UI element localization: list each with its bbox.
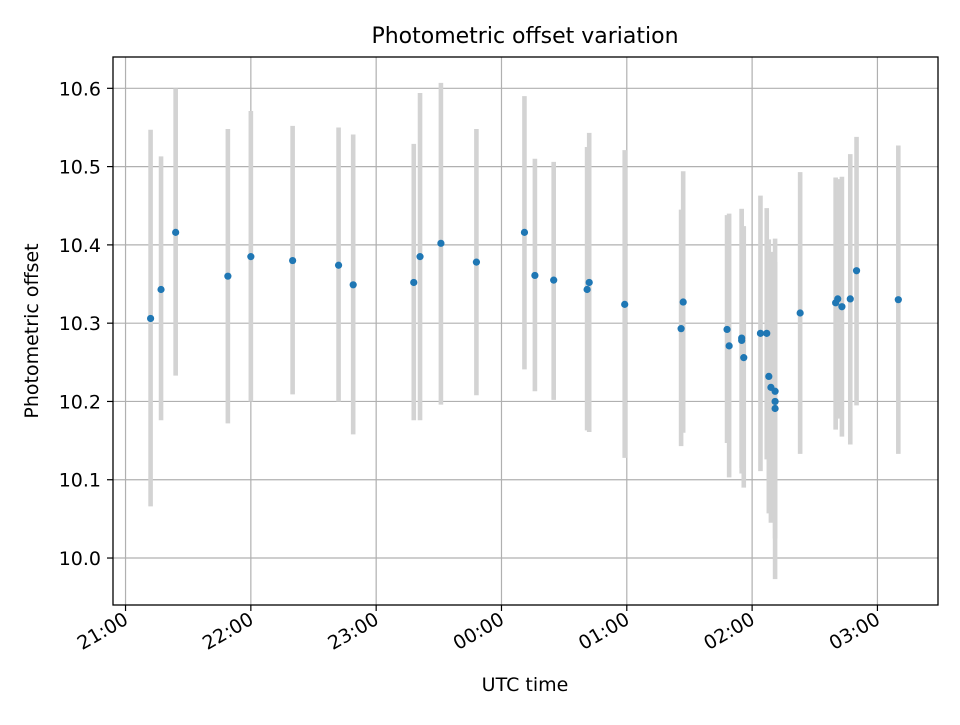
data-point bbox=[679, 298, 687, 306]
data-point bbox=[852, 267, 861, 275]
data-point bbox=[740, 354, 748, 362]
data-point bbox=[723, 325, 731, 334]
data-point bbox=[725, 342, 733, 350]
x-tick-label: 01:00 bbox=[575, 608, 633, 654]
data-point bbox=[583, 285, 591, 294]
data-point bbox=[334, 261, 343, 269]
data-point bbox=[796, 309, 804, 317]
data-point bbox=[838, 303, 846, 311]
data-point bbox=[157, 285, 165, 294]
data-point bbox=[472, 258, 481, 266]
data-point bbox=[771, 404, 779, 413]
data-point bbox=[771, 387, 779, 395]
x-tick-label: 03:00 bbox=[826, 608, 884, 654]
y-axis-label: Photometric offset bbox=[21, 243, 43, 418]
data-point bbox=[224, 272, 232, 280]
y-tick-label: 10.3 bbox=[59, 313, 101, 335]
data-point bbox=[765, 372, 773, 381]
x-tick-label: 02:00 bbox=[700, 608, 758, 654]
data-point bbox=[410, 278, 418, 287]
x-tick-label: 00:00 bbox=[450, 608, 508, 654]
data-point bbox=[756, 329, 765, 337]
y-tick-label: 10.4 bbox=[59, 235, 101, 257]
x-tick-label: 21:00 bbox=[74, 608, 132, 654]
data-point bbox=[621, 300, 629, 308]
data-point bbox=[763, 329, 771, 337]
data-point bbox=[247, 253, 255, 261]
data-point bbox=[531, 271, 539, 280]
data-point bbox=[738, 336, 746, 344]
data-point bbox=[834, 295, 842, 303]
x-axis-label: UTC time bbox=[482, 674, 569, 696]
data-point bbox=[894, 296, 902, 304]
data-point bbox=[846, 295, 854, 303]
data-point bbox=[771, 397, 779, 406]
y-tick-label: 10.1 bbox=[59, 470, 101, 492]
y-tick-label: 10.5 bbox=[59, 157, 101, 179]
x-tick-label: 23:00 bbox=[324, 608, 382, 654]
y-tick-label: 10.6 bbox=[59, 78, 101, 100]
data-point bbox=[437, 239, 445, 247]
data-points bbox=[146, 228, 902, 413]
data-point bbox=[146, 314, 155, 323]
data-point bbox=[349, 281, 357, 289]
data-point bbox=[550, 276, 558, 284]
data-point bbox=[416, 253, 424, 261]
y-tick-label: 10.0 bbox=[59, 548, 101, 570]
error-bars bbox=[148, 82, 901, 580]
data-point bbox=[585, 278, 593, 287]
data-point bbox=[677, 325, 685, 333]
data-point bbox=[520, 228, 529, 236]
data-point bbox=[289, 256, 297, 265]
chart-title: Photometric offset variation bbox=[371, 24, 678, 49]
plot-frame bbox=[112, 56, 939, 606]
x-tick-label: 22:00 bbox=[199, 608, 257, 654]
y-tick-label: 10.2 bbox=[59, 391, 101, 413]
data-point bbox=[172, 228, 180, 236]
